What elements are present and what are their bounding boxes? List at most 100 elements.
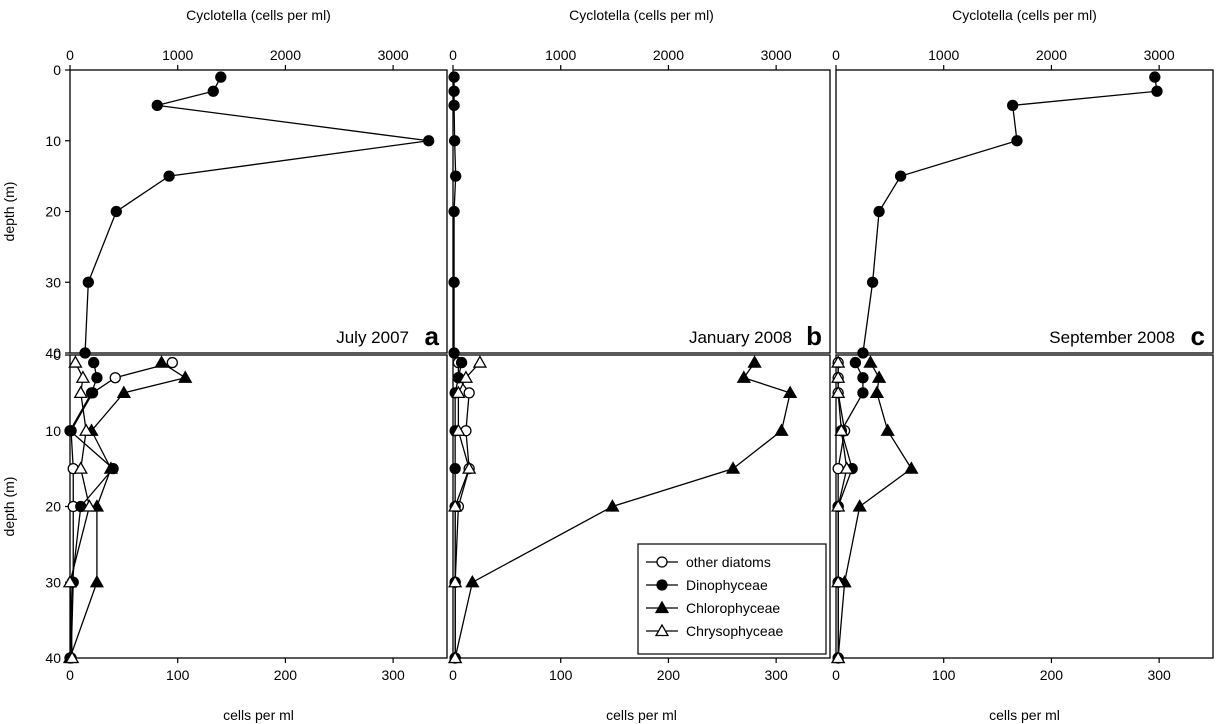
data-point-cyclotella — [448, 99, 460, 112]
data-point-chrysophyceae — [75, 370, 91, 383]
panel-letter: b — [806, 321, 822, 351]
data-point-chlorophyceae — [178, 370, 193, 383]
data-point-other-diatoms — [463, 387, 475, 399]
x-tick-label: 200 — [657, 667, 681, 683]
panel-bottom-c: 0 100 200 300 cells per ml — [831, 354, 1214, 723]
data-point-chrysophyceae — [82, 499, 97, 512]
data-point-dinophyceae — [91, 372, 103, 384]
x-axis-title: cells per ml — [223, 707, 294, 723]
data-point-cyclotella — [448, 347, 460, 359]
data-point-chrysophyceae — [839, 461, 854, 474]
x-axis-title: cells per ml — [989, 707, 1060, 723]
y-tick-label: 10 — [45, 423, 61, 439]
data-point-chrysophyceae — [834, 423, 849, 436]
plot-frame — [835, 69, 1214, 354]
data-point-chrysophyceae — [448, 499, 463, 512]
data-point-chrysophyceae — [68, 355, 83, 368]
x-tick-label: 3000 — [1144, 47, 1175, 63]
data-point-chlorophyceae — [103, 461, 119, 474]
data-point-chlorophyceae — [747, 355, 762, 368]
series-line-chlorophyceae — [837, 362, 913, 659]
plot-frame — [69, 69, 448, 354]
plot-frame — [452, 69, 831, 354]
y-tick-label: 40 — [45, 345, 61, 361]
data-point-chrysophyceae — [831, 385, 846, 399]
data-point-dinophyceae — [449, 462, 461, 475]
data-point-cyclotella — [423, 135, 435, 147]
y-tick-label: 0 — [53, 347, 61, 363]
x-tick-label: 0 — [449, 667, 457, 683]
x-tick-label: 0 — [832, 667, 840, 683]
data-point-chlorophyceae — [869, 385, 885, 399]
x-tick-label: 1000 — [545, 47, 576, 63]
panel-top-a: 0 1000 2000 3000 Cyclotella (cells per ml) 0 1… — [1, 7, 448, 361]
data-point-chrysophyceae — [448, 650, 463, 664]
data-point-cyclotella — [163, 170, 175, 182]
x-tick-label: 1000 — [162, 47, 193, 63]
data-point-chlorophyceae — [116, 385, 131, 399]
series-line-cyclotella — [84, 76, 429, 354]
data-point-cyclotella — [448, 205, 460, 218]
data-point-chlorophyceae — [89, 574, 105, 588]
data-point-dinophyceae — [857, 372, 869, 384]
legend-label: other diatoms — [686, 554, 771, 570]
data-point-chrysophyceae — [73, 385, 88, 399]
plot-frame — [835, 354, 1214, 659]
legend-marker — [654, 600, 670, 614]
x-tick-label: 100 — [549, 667, 573, 683]
x-tick-label: 3000 — [378, 47, 409, 63]
legend-marker — [654, 623, 670, 637]
x-axis-title: cells per ml — [606, 707, 677, 723]
data-point-cyclotella — [79, 347, 91, 359]
legend-label: Chlorophyceae — [686, 600, 780, 616]
data-point-cyclotella — [1011, 135, 1023, 147]
x-tick-label: 0 — [449, 47, 457, 63]
panel-letter: a — [425, 321, 440, 351]
data-point-cyclotella — [1149, 71, 1161, 83]
x-axis-title: Cyclotella (cells per ml) — [186, 7, 331, 23]
data-point-chlorophyceae — [863, 355, 878, 368]
series-line-chlorophyceae — [454, 362, 791, 659]
data-point-chlorophyceae — [774, 423, 789, 436]
data-point-cyclotella — [448, 71, 460, 83]
data-point-chrysophyceae — [472, 355, 488, 368]
data-point-chrysophyceae — [451, 385, 466, 399]
x-tick-label: 1000 — [928, 47, 959, 63]
plot-frame — [69, 354, 448, 659]
data-point-cyclotella — [1007, 99, 1019, 112]
y-tick-label: 0 — [53, 62, 61, 78]
x-axis-title: Cyclotella (cells per ml) — [952, 7, 1097, 23]
data-point-dinophyceae — [88, 356, 100, 369]
data-point-other-diatoms — [166, 356, 178, 369]
x-tick-label: 300 — [381, 667, 405, 683]
legend-label: Dinophyceae — [686, 577, 768, 593]
data-point-dinophyceae — [455, 356, 468, 369]
data-point-chrysophyceae — [831, 370, 846, 383]
data-point-chrysophyceae — [451, 423, 466, 436]
data-point-chrysophyceae — [62, 574, 78, 588]
data-point-cyclotella — [873, 205, 885, 218]
data-point-cyclotella — [866, 276, 879, 288]
data-point-cyclotella — [1151, 85, 1163, 97]
data-point-chrysophyceae — [73, 461, 88, 474]
data-point-chrysophyceae — [448, 574, 463, 588]
data-point-dinophyceae — [857, 387, 869, 399]
panel-bottom-b: 0 100 200 300 cells per ml — [448, 354, 831, 723]
panel-letter: c — [1191, 321, 1205, 351]
data-point-dinophyceae — [849, 356, 862, 369]
x-tick-label: 2000 — [270, 47, 301, 63]
x-tick-label: 200 — [1040, 667, 1064, 683]
data-point-chlorophyceae — [605, 499, 620, 512]
data-point-chlorophyceae — [904, 461, 919, 474]
y-tick-label: 10 — [45, 133, 61, 149]
x-tick-label: 2000 — [653, 47, 684, 63]
y-tick-label: 40 — [45, 650, 61, 666]
data-point-chrysophyceae — [462, 461, 477, 474]
period-label: September 2008 — [1049, 328, 1175, 347]
data-point-cyclotella — [894, 170, 907, 182]
data-point-chrysophyceae — [458, 370, 474, 383]
panel-bottom-a: 0 100 200 300 cells per ml 0 10 20 30 40 depth (m) — [1, 347, 448, 723]
y-tick-label: 20 — [45, 499, 61, 515]
legend: other diatoms Dinophyceae Chlorophyceae Chr… — [637, 543, 827, 655]
data-point-cyclotella — [151, 99, 163, 112]
